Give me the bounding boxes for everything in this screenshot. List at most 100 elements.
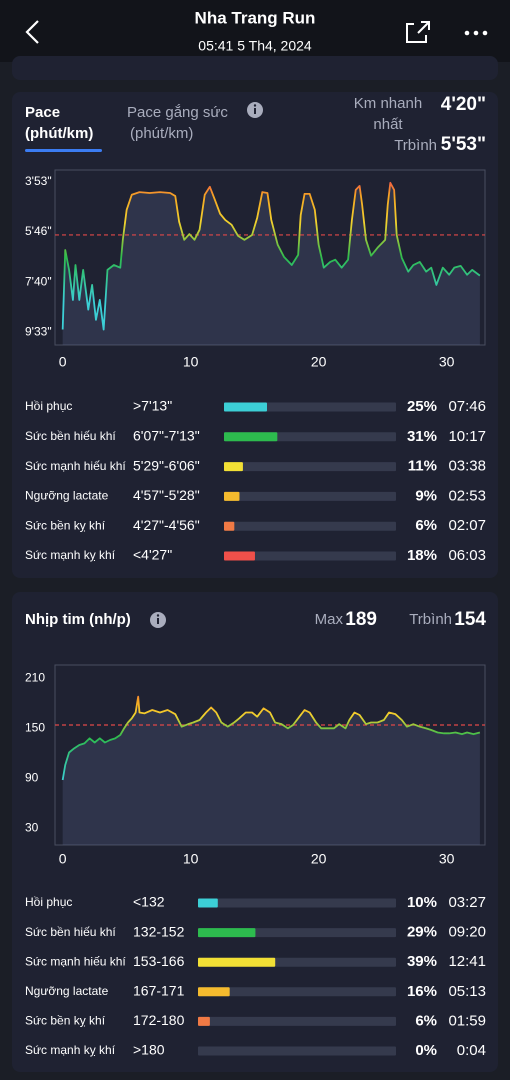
zone-bar bbox=[224, 462, 243, 472]
zone-range: 172-180 bbox=[133, 1012, 185, 1028]
top-bar bbox=[0, 0, 510, 62]
zone-percent: 9% bbox=[415, 487, 437, 504]
zone-range: >180 bbox=[133, 1042, 165, 1058]
y-tick-label: 9'33" bbox=[25, 324, 52, 338]
zone-range: 132-152 bbox=[133, 923, 185, 939]
line bbox=[61, 181, 481, 331]
zone-name: Ngưỡng lactate bbox=[25, 984, 109, 998]
tab-unit: (phút/km) bbox=[25, 125, 93, 142]
zone-track bbox=[224, 491, 396, 501]
zone-range: 5'29"-6'06" bbox=[133, 457, 200, 473]
x-tick-label: 10 bbox=[183, 354, 199, 370]
zone-percent: 16% bbox=[407, 983, 437, 1000]
plot-frame bbox=[54, 664, 486, 846]
x-tick-label: 30 bbox=[439, 851, 455, 867]
zone-time: 10:17 bbox=[448, 428, 486, 445]
zone-bar bbox=[224, 491, 240, 501]
zone-name: Sức mạnh kỵ khí bbox=[25, 1043, 116, 1057]
more-button[interactable] bbox=[464, 30, 488, 36]
zone-time: 05:13 bbox=[448, 983, 486, 1000]
zone-name: Ngưỡng lactate bbox=[25, 489, 109, 503]
tab-title: Pace gắng sức bbox=[127, 104, 228, 121]
previous-card bbox=[12, 56, 498, 80]
max-value: 189 bbox=[345, 609, 377, 630]
zone-percent: 11% bbox=[408, 458, 437, 475]
zone-track bbox=[198, 898, 396, 908]
zone-range: <4'27" bbox=[133, 547, 172, 563]
zone-percent: 10% bbox=[407, 894, 437, 911]
zone-name: Sức mạnh hiếu khí bbox=[25, 459, 126, 473]
zone-bar bbox=[198, 898, 218, 908]
x-tick-label: 20 bbox=[311, 354, 327, 370]
zone-percent: 0% bbox=[415, 1042, 437, 1059]
hr-title: Nhịp tim (nh/p) bbox=[25, 611, 131, 628]
zone-track bbox=[224, 551, 396, 561]
zone-time: 02:07 bbox=[448, 517, 486, 534]
zone-range: 4'27"-4'56" bbox=[133, 517, 200, 533]
zone-name: Hồi phục bbox=[25, 399, 72, 413]
avg-label: Trbình bbox=[394, 137, 437, 154]
info-icon[interactable] bbox=[247, 102, 263, 118]
avg-value: 154 bbox=[454, 609, 486, 630]
fastest-value: 4'20" bbox=[441, 94, 486, 115]
area bbox=[62, 696, 480, 845]
zone-name: Hồi phục bbox=[25, 895, 72, 909]
zone-range: >7'13" bbox=[133, 398, 172, 414]
zone-bar bbox=[198, 987, 230, 997]
zone-time: 0:04 bbox=[457, 1042, 486, 1059]
zone-track bbox=[198, 1046, 396, 1056]
area bbox=[62, 182, 480, 345]
zone-name: Sức bền hiếu khí bbox=[25, 429, 116, 443]
title: Nha Trang Run bbox=[195, 8, 316, 27]
zone-track bbox=[224, 521, 396, 531]
info-icon[interactable] bbox=[150, 612, 166, 628]
subtitle: 05:41 5 Th4, 2024 bbox=[198, 38, 312, 54]
tab-indicator bbox=[25, 149, 102, 152]
zone-time: 07:46 bbox=[448, 398, 486, 415]
tab-title: Pace bbox=[25, 104, 60, 121]
hr-card bbox=[12, 592, 498, 1072]
y-tick-label: 3'53" bbox=[25, 174, 52, 188]
y-tick-label: 210 bbox=[25, 671, 45, 685]
back-button[interactable] bbox=[25, 20, 39, 44]
zone-range: 167-171 bbox=[133, 983, 185, 999]
plot-frame bbox=[54, 169, 486, 346]
zone-time: 03:38 bbox=[448, 458, 486, 475]
zone-percent: 31% bbox=[407, 428, 437, 445]
avg-value: 5'53" bbox=[441, 134, 486, 155]
zone-track bbox=[198, 1016, 396, 1026]
zone-track bbox=[224, 462, 396, 472]
zone-percent: 18% bbox=[407, 547, 437, 564]
zone-percent: 6% bbox=[415, 1012, 437, 1029]
max-label: Max bbox=[315, 611, 344, 628]
x-tick-label: 20 bbox=[311, 851, 327, 867]
x-tick-label: 10 bbox=[183, 851, 199, 867]
zone-time: 03:27 bbox=[448, 894, 486, 911]
zone-bar bbox=[198, 1016, 210, 1026]
zone-name: Sức bền kỵ khí bbox=[25, 518, 106, 532]
tab-pace[interactable]: Pace (phút/km) bbox=[25, 104, 102, 152]
zone-time: 06:03 bbox=[448, 547, 486, 564]
share-button[interactable] bbox=[406, 21, 430, 43]
zone-percent: 29% bbox=[407, 924, 437, 941]
x-tick-label: 0 bbox=[59, 354, 67, 370]
zone-range: <132 bbox=[133, 894, 165, 910]
tab-effort-pace[interactable]: Pace gắng sức (phút/km) bbox=[127, 104, 228, 142]
y-tick-label: 7'40" bbox=[25, 274, 52, 288]
zone-bar bbox=[224, 402, 267, 412]
zone-range: 153-166 bbox=[133, 953, 185, 969]
zone-name: Sức bền kỵ khí bbox=[25, 1014, 106, 1028]
fastest-label: Km nhanh bbox=[354, 95, 422, 112]
zone-percent: 39% bbox=[407, 953, 437, 970]
zone-time: 09:20 bbox=[448, 924, 486, 941]
y-tick-label: 5'46" bbox=[25, 224, 52, 238]
zone-bar bbox=[198, 928, 256, 938]
pace-card bbox=[12, 92, 498, 578]
zone-time: 02:53 bbox=[448, 487, 486, 504]
zone-range: 6'07"-7'13" bbox=[133, 428, 200, 444]
zone-percent: 25% bbox=[407, 398, 437, 415]
zone-time: 12:41 bbox=[448, 953, 486, 970]
zone-range: 4'57"-5'28" bbox=[133, 487, 200, 503]
